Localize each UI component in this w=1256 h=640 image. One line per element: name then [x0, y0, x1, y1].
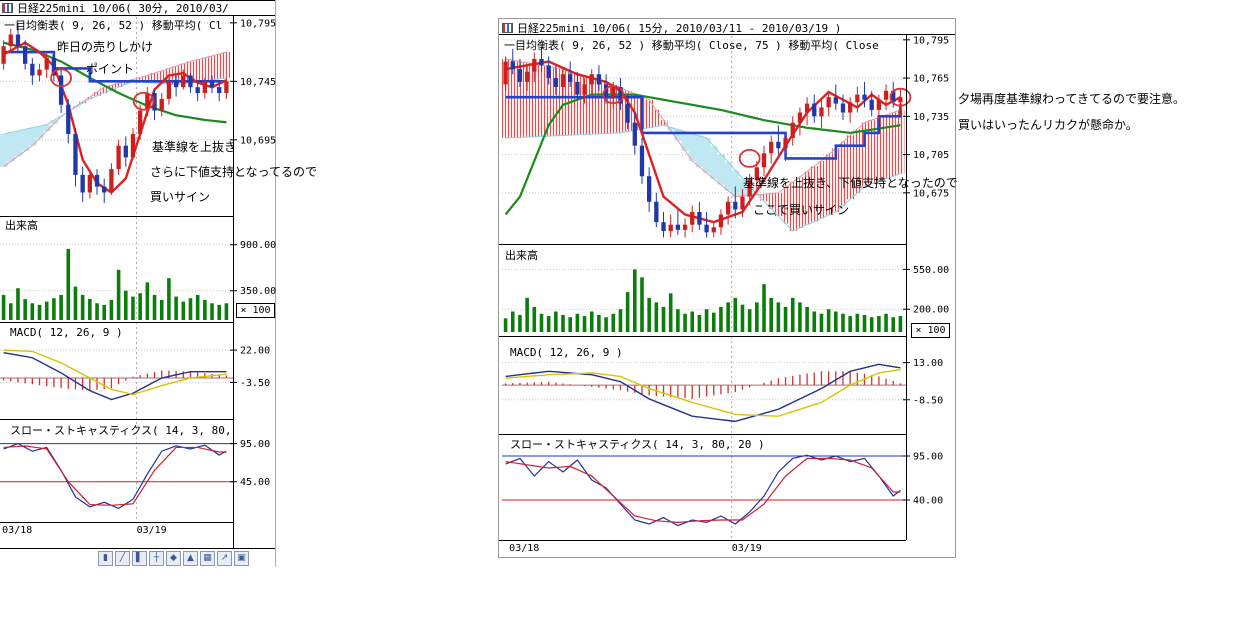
annotation-point: ポイント	[86, 62, 135, 76]
axis-tick-label: 22.00	[240, 346, 270, 357]
kijun-blue-line	[505, 95, 902, 160]
axis-tick-label: -8.50	[913, 395, 943, 406]
annotation-buy-signal: 買いサイン	[150, 190, 211, 204]
axis-tick-label: -3.50	[240, 378, 270, 389]
axis-tick-label: 10,795	[913, 35, 949, 46]
chart-canvas-15min[interactable]: 10,795 10,765 10,735 10,705 10,675 550.00 200.…	[498, 18, 956, 558]
window-border	[498, 18, 956, 558]
chart-window-icon	[502, 22, 513, 33]
macd-signal-line	[505, 368, 901, 417]
annotation-buy-signal-here: ここで買いサイン	[753, 203, 850, 217]
x-axis-label: 03/18	[2, 525, 32, 536]
axis-tick-label: 10,745	[240, 77, 276, 88]
trendline-tool-icon[interactable]: ↗	[217, 551, 232, 566]
volume-pane-label: 出来高	[505, 249, 538, 262]
macd-histogram	[2, 370, 228, 391]
volume-pane-label: 出来高	[5, 219, 38, 232]
volume-multiplier-badge: × 100	[236, 303, 275, 318]
annotation-yesterday-sell: 昨日の売りしかけ	[57, 40, 154, 54]
x-axis-label: 03/19	[137, 525, 167, 536]
chart-window-30min: 10,795 10,745 10,695 900.00 350.00 22.00 -3.50…	[0, 0, 317, 567]
crosshair-tool-icon[interactable]: ┼	[149, 551, 164, 566]
signal-circle	[738, 148, 761, 168]
zoom-tool-icon[interactable]: ◆	[166, 551, 181, 566]
macd-line	[505, 363, 901, 423]
volume-multiplier-badge: × 100	[911, 323, 950, 338]
axis-tick-label: 13.00	[913, 358, 943, 369]
axis-tick-label: 350.00	[240, 286, 276, 297]
up-arrow-tool-icon[interactable]: ▲	[183, 551, 198, 566]
signal-circle	[132, 91, 155, 111]
stoch-k-line	[3, 442, 227, 510]
note-tool-icon[interactable]: ▣	[234, 551, 249, 566]
macd-histogram	[504, 371, 902, 399]
stoch-k-line	[505, 454, 901, 527]
axis-tick-label: 10,765	[913, 74, 949, 85]
margin-note: 夕場再度基準線わってきてるので要注意。買いはいったんリカクが懸命か。	[958, 92, 1186, 133]
volume-bars	[1, 248, 229, 320]
axis-tick-label: 900.00	[240, 240, 276, 251]
axis-tick-label: 200.00	[913, 305, 949, 316]
chart-window-15min: 10,795 10,765 10,735 10,705 10,675 550.00 200.…	[498, 18, 958, 558]
window-title: 日経225mini 10/06( 15分, 2010/03/11 - 2010/…	[517, 21, 842, 35]
line-tool-icon[interactable]: ╱	[115, 551, 130, 566]
axis-tick-label: 550.00	[913, 265, 949, 276]
axis-tick-label: 10,695	[240, 135, 276, 146]
senkou-a-line	[3, 51, 227, 168]
volume-bars	[503, 269, 903, 332]
axis-tick-label: 10,795	[240, 18, 276, 29]
tenkan-red-line	[505, 60, 901, 224]
macd-pane-label: MACD( 12, 26, 9 )	[510, 346, 623, 359]
ma-green-line	[504, 93, 901, 216]
axis-tick-label: 40.00	[913, 496, 943, 507]
stoch-d-line	[3, 445, 227, 506]
stoch-pane-label: スロー・ストキャスティクス( 14, 3, 80, 20 )	[510, 438, 765, 451]
signal-circle	[50, 68, 72, 88]
axis-tick-label: 10,735	[913, 112, 949, 123]
signal-circle	[889, 87, 912, 107]
bar-chart-tool-icon[interactable]: ▌	[132, 551, 147, 566]
axis-tick-label: 10,705	[913, 150, 949, 161]
axis-tick-label: 10,675	[913, 188, 949, 199]
window-title-bar: 日経225mini 10/06( 30分, 2010/03/11 -	[2, 1, 232, 15]
indicator-header: 一目均衡表( 9, 26, 52 ) 移動平均( Cl	[4, 19, 223, 32]
axis-tick-label: 95.00	[240, 439, 270, 450]
macd-signal-line	[3, 349, 227, 396]
annotation-support-note: さらに下値支持となってるので	[150, 165, 318, 179]
axis-tick-label: 95.00	[913, 452, 943, 463]
x-axis-label: 03/18	[509, 543, 539, 554]
chart-canvas-30min[interactable]: 10,795 10,745 10,695 900.00 350.00 22.00 -3.50…	[0, 0, 276, 567]
signal-circle	[602, 85, 625, 105]
senkou-b-line	[505, 124, 901, 232]
kijun-blue-line	[3, 50, 227, 83]
candlestick-tool-icon[interactable]: ▮	[98, 551, 113, 566]
axis-tick-label: 45.00	[240, 477, 270, 488]
macd-pane-label: MACD( 12, 26, 9 )	[10, 326, 123, 339]
annotation-kijun-breakout: 基準線を上抜き、下値支持となったので	[743, 176, 958, 190]
drawing-toolbar: ▮ ╱ ▌ ┼ ◆ ▲ ▦ ↗ ▣	[98, 551, 249, 566]
candles	[503, 46, 903, 238]
indicator-header: 一目均衡表( 9, 26, 52 ) 移動平均( Close, 75 ) 移動平…	[504, 39, 879, 52]
grid-tool-icon[interactable]: ▦	[200, 551, 215, 566]
x-axis-label: 03/19	[732, 543, 762, 554]
stoch-d-line	[505, 457, 901, 524]
annotation-kijun-breakout: 基準線を上抜き	[152, 140, 234, 154]
stoch-pane-label: スロー・ストキャスティクス( 14, 3, 80,	[10, 424, 232, 437]
macd-line	[3, 351, 227, 401]
window-title-bar: 日経225mini 10/06( 15分, 2010/03/11 - 2010/…	[502, 21, 902, 35]
window-title: 日経225mini 10/06( 30分, 2010/03/11 -	[17, 1, 229, 15]
chart-window-icon	[2, 2, 13, 13]
